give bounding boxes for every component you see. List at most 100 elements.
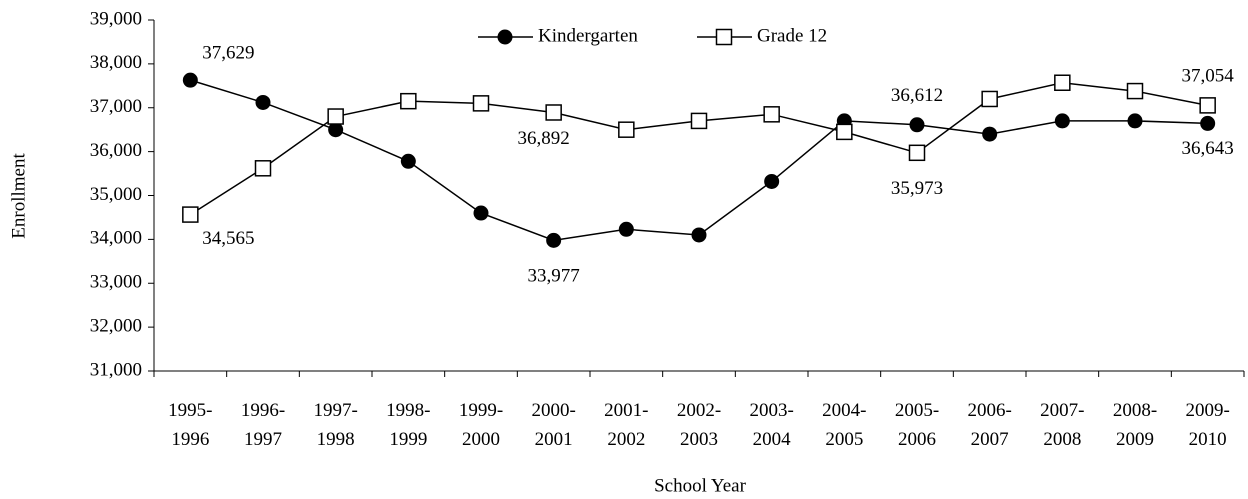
x-tick-label-line: 2004: [753, 429, 792, 450]
x-tick-label: 2001- 2002: [604, 400, 648, 450]
x-tick-label-line: 2008: [1043, 429, 1081, 450]
point: [836, 123, 853, 141]
x-tick-label-line: 2002: [607, 429, 645, 450]
x-tick-label-line: 1996: [171, 429, 209, 450]
point: [255, 94, 271, 110]
x-tick-label-line: 2005-: [895, 400, 939, 421]
x-tick-label: 1996- 1997: [241, 400, 285, 450]
point: [618, 221, 634, 237]
y-tick-label: 37,000: [90, 96, 142, 117]
point: [618, 121, 635, 138]
y-tick-label: 32,000: [90, 315, 142, 336]
point: [982, 126, 998, 142]
point: [1054, 113, 1070, 129]
x-tick-label-line: 2003-: [750, 400, 794, 421]
x-tick-label-line: 1998: [317, 429, 355, 450]
x-tick-label: 1999- 2000: [459, 400, 503, 450]
x-tick-label-line: 2006-: [968, 400, 1012, 421]
y-axis-label: Enrollment: [8, 153, 29, 239]
x-tick-label-line: 2003: [680, 429, 718, 450]
x-tick-label: 2002- 2003: [677, 400, 721, 450]
x-tick-label: 2005- 2006: [895, 400, 939, 450]
x-tick-label-line: 1998-: [386, 400, 430, 421]
x-tick-label-line: 1997-: [314, 400, 358, 421]
point: [1200, 115, 1216, 131]
y-tick-label: 31,000: [90, 359, 142, 380]
series-line: [190, 79, 1208, 242]
x-tick-label-line: 2006: [898, 429, 936, 450]
point: [715, 28, 733, 46]
point: [763, 106, 780, 123]
x-tick-label-line: 2001-: [604, 400, 648, 421]
point: [981, 90, 998, 108]
x-tick-label-line: 2002-: [677, 400, 721, 421]
y-tick-label: 39,000: [90, 8, 142, 29]
point: [472, 95, 490, 112]
series-line: [189, 81, 1208, 216]
point: [1054, 74, 1071, 91]
data-label: 33,977: [528, 266, 580, 287]
x-tick-label: 2008- 2009: [1113, 400, 1157, 450]
x-tick-label-line: 2007-: [1040, 400, 1084, 421]
x-tick-label: 1995- 1996: [168, 400, 212, 450]
legend-label: Grade 12: [757, 25, 827, 46]
data-label: 36,643: [1182, 138, 1234, 159]
x-tick-label-line: 2009-: [1186, 400, 1230, 421]
point: [328, 122, 344, 138]
point: [1127, 113, 1143, 129]
y-tick-label: 38,000: [90, 52, 142, 73]
point: [1126, 82, 1144, 100]
x-tick-label: 2006- 2007: [968, 400, 1012, 450]
x-tick-label-line: 1997: [244, 429, 282, 450]
x-tick-label-line: 1996-: [241, 400, 285, 421]
y-tick-label: 36,000: [90, 140, 142, 161]
point: [546, 232, 562, 248]
y-tick-label: 34,000: [90, 228, 142, 249]
data-label: 36,612: [891, 85, 943, 106]
point: [400, 153, 416, 169]
x-tick-label-line: 2005: [825, 429, 863, 450]
y-tick-label: 33,000: [90, 272, 142, 293]
data-label: 35,973: [891, 178, 943, 199]
data-label: 36,892: [518, 128, 570, 149]
point: [182, 72, 198, 88]
point: [473, 205, 489, 221]
x-tick-label: 2003- 2004: [750, 400, 794, 450]
y-tick-label: 35,000: [90, 184, 142, 205]
point: [182, 206, 199, 223]
data-label: 34,565: [202, 228, 254, 249]
x-tick-label-line: 2008-: [1113, 400, 1157, 421]
x-tick-label-line: 2001: [535, 429, 573, 450]
data-label: 37,629: [202, 43, 254, 64]
point: [690, 112, 708, 130]
x-tick-label-line: 2004-: [822, 400, 866, 421]
x-tick-label-line: 2009: [1116, 429, 1154, 450]
x-tick-label: 2004- 2005: [822, 400, 866, 450]
x-axis-label: School Year: [654, 475, 747, 496]
x-tick-label: 2007- 2008: [1040, 400, 1084, 450]
point: [545, 104, 562, 121]
x-tick-label-line: 1995-: [168, 400, 212, 421]
point: [400, 92, 417, 110]
x-tick-label-line: 1999: [389, 429, 427, 450]
point: [254, 160, 272, 177]
x-tick-label-line: 1999-: [459, 400, 503, 421]
x-tick-label-line: 2010: [1189, 429, 1227, 450]
x-tick-label: 2009- 2010: [1186, 400, 1230, 450]
x-tick-label-line: 2000-: [532, 400, 576, 421]
point: [764, 173, 780, 189]
point: [497, 29, 513, 45]
x-tick-label: 1997- 1998: [314, 400, 358, 450]
x-tick-label-line: 2007: [971, 429, 1009, 450]
x-tick-label-line: 2000: [462, 429, 500, 450]
data-label: 37,054: [1182, 66, 1235, 87]
point: [908, 144, 926, 162]
point: [909, 117, 925, 133]
point: [327, 108, 344, 125]
legend-label: Kindergarten: [538, 25, 638, 46]
x-tick-label: 1998- 1999: [386, 400, 430, 450]
x-tick-label: 2000- 2001: [532, 400, 576, 450]
point: [691, 227, 707, 243]
point: [1199, 97, 1216, 114]
